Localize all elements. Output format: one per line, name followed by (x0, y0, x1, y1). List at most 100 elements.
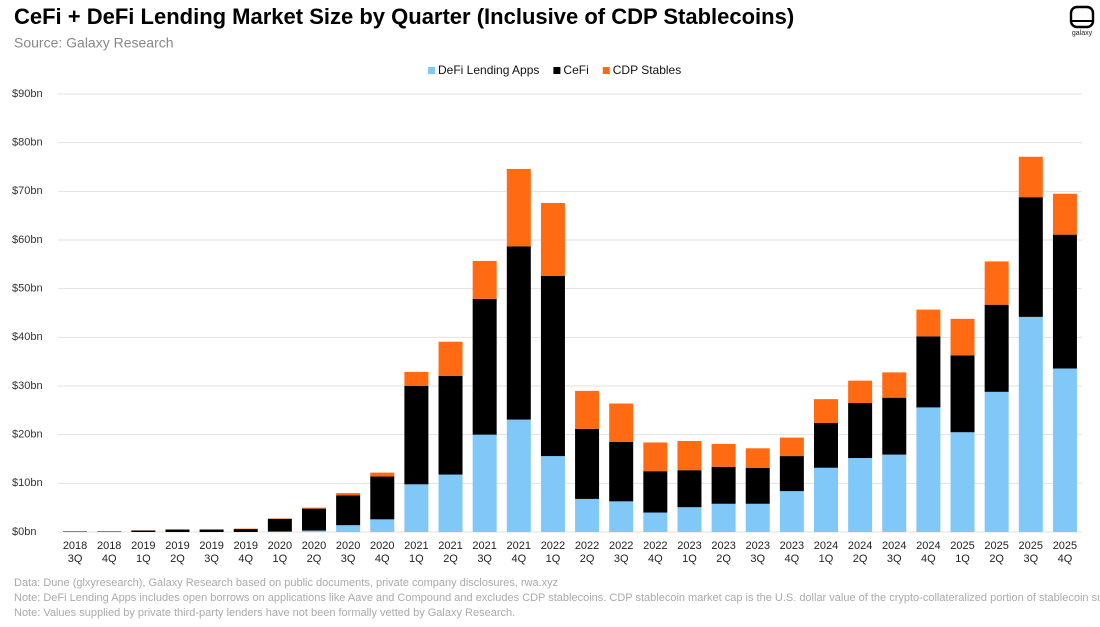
bar-segment (1052, 368, 1077, 532)
bar-segment (506, 419, 531, 532)
x-tick-label: 2018 4Q (97, 540, 121, 565)
bar-segment (336, 495, 361, 526)
bar-segment (1018, 197, 1043, 317)
bar-segment (370, 472, 395, 477)
legend-label: CeFi (563, 63, 588, 77)
x-tick-label: 2024 4Q (916, 540, 940, 565)
bar-segment (677, 470, 702, 508)
bar-segment (370, 519, 395, 532)
y-tick-label: $30bn (12, 380, 43, 392)
bar-segment (404, 484, 429, 532)
bar-segment (404, 386, 429, 485)
footnote: Data: Dune (glxyresearch), Galaxy Resear… (14, 577, 558, 589)
bar-segment (677, 440, 702, 471)
footnote: Note: DeFi Lending Apps includes open bo… (14, 592, 1100, 604)
bar-segment (848, 458, 873, 532)
x-tick-label: 2021 3Q (472, 540, 496, 565)
chart-subtitle: Source: Galaxy Research (14, 35, 174, 51)
bar-segment (643, 512, 668, 532)
y-tick-label: $80bn (12, 137, 43, 149)
y-tick-label: $60bn (12, 234, 43, 246)
bar-segment (472, 260, 497, 299)
bar-segment (814, 422, 838, 468)
bar-segment (575, 428, 600, 499)
x-tick-label: 2021 1Q (404, 540, 428, 565)
bar-segment (882, 372, 907, 398)
bar-segment (984, 261, 1009, 305)
bar-segment (404, 371, 429, 386)
logo-text: galaxy (1072, 30, 1093, 37)
x-tick-label: 2025 3Q (1019, 540, 1043, 565)
bar-segment (950, 432, 975, 532)
bar-segment (916, 407, 941, 532)
bar-segment (779, 456, 804, 492)
x-tick-label: 2024 1Q (814, 540, 838, 565)
x-tick-label: 2019 3Q (199, 540, 223, 565)
x-tick-label: 2020 2Q (302, 540, 326, 565)
bar-segment (336, 525, 361, 532)
bar-segment (882, 397, 907, 455)
x-tick-label: 2020 1Q (268, 540, 292, 565)
bar-segment (1018, 156, 1043, 198)
x-tick-label: 2023 4Q (780, 540, 804, 565)
bar-segment (814, 467, 838, 532)
bar-segment (1052, 234, 1077, 369)
bar-segment (745, 448, 770, 468)
logo-icon (1069, 5, 1095, 29)
x-tick-label: 2019 1Q (131, 540, 155, 565)
y-tick-label: $70bn (12, 185, 43, 197)
bar-segment (609, 403, 634, 442)
bar-segment (916, 309, 941, 337)
y-tick-label: $10bn (12, 477, 43, 489)
bar-segment (609, 441, 634, 502)
bar-segment (233, 529, 258, 532)
y-tick-label: $0bn (12, 526, 36, 538)
x-tick-label: 2020 4Q (370, 540, 394, 565)
bar-segment (506, 168, 531, 247)
x-tick-label: 2022 2Q (575, 540, 599, 565)
x-tick-label: 2018 3Q (63, 540, 87, 565)
bar-segment (779, 491, 804, 532)
bar-segment (199, 529, 224, 532)
bar-segment (779, 437, 804, 457)
bar-segment (711, 466, 736, 504)
bar-segment (882, 454, 907, 532)
bar-segment (711, 443, 736, 467)
x-tick-label: 2022 4Q (643, 540, 667, 565)
bar-segment (540, 456, 565, 532)
x-tick-label: 2022 1Q (541, 540, 565, 565)
x-tick-label: 2025 1Q (950, 540, 974, 565)
bar-segment (438, 474, 463, 532)
bar-segment (950, 318, 975, 356)
bar-segment (848, 380, 873, 404)
bar-segment (677, 507, 702, 532)
bar-segment (302, 507, 326, 509)
bar-segment (745, 503, 770, 532)
bar-segment (711, 503, 736, 532)
bar-segment (131, 530, 156, 532)
x-tick-label: 2019 2Q (165, 540, 189, 565)
bar-segment (438, 341, 463, 376)
x-tick-label: 2024 3Q (882, 540, 906, 565)
bar-segment (302, 508, 326, 531)
legend-label: DeFi Lending Apps (438, 63, 539, 77)
x-tick-label: 2023 2Q (711, 540, 735, 565)
x-tick-label: 2023 1Q (677, 540, 701, 565)
bar-segment (336, 493, 361, 496)
bar-segment (472, 434, 497, 532)
bar-segment (267, 518, 292, 532)
x-tick-label: 2025 2Q (984, 540, 1008, 565)
legend-swatch (428, 67, 435, 74)
y-tick-label: $50bn (12, 283, 43, 295)
bar-segment (609, 501, 634, 532)
x-tick-label: 2020 3Q (336, 540, 360, 565)
x-tick-label: 2024 2Q (848, 540, 872, 565)
legend-swatch (553, 67, 561, 74)
bar-segment (540, 203, 565, 277)
y-tick-label: $20bn (12, 429, 43, 441)
y-tick-label: $90bn (12, 88, 43, 100)
bar-segment (814, 399, 838, 423)
chart-title: CeFi + DeFi Lending Market Size by Quart… (14, 4, 794, 29)
bar-segment (575, 498, 600, 532)
